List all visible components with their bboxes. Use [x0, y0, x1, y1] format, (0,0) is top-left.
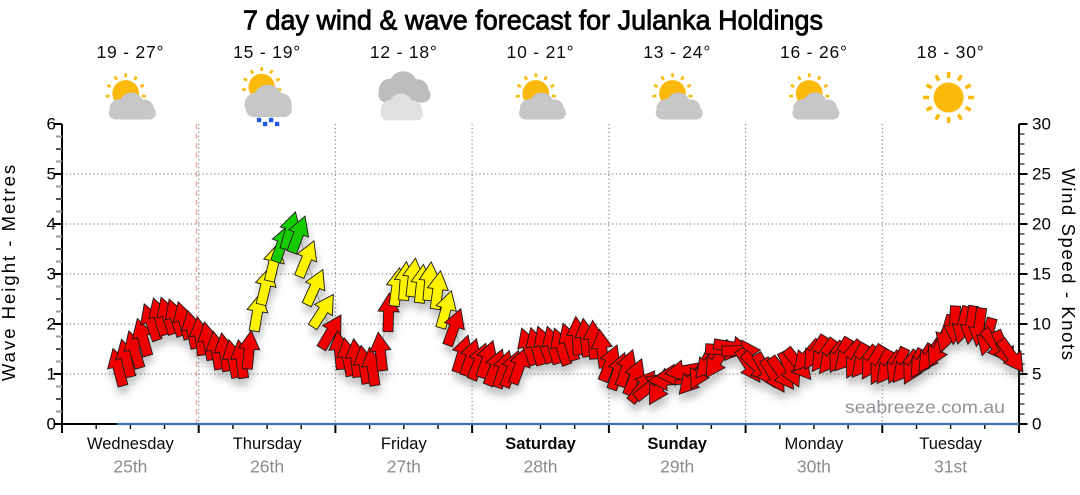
svg-text:18 - 30°: 18 - 30°: [917, 42, 985, 62]
svg-text:Monday: Monday: [785, 435, 844, 453]
svg-text:25th: 25th: [113, 457, 147, 477]
svg-text:Friday: Friday: [381, 435, 428, 453]
svg-text:10: 10: [1032, 315, 1051, 334]
svg-text:6: 6: [47, 115, 56, 134]
svg-text:29th: 29th: [660, 457, 694, 477]
svg-text:0: 0: [47, 415, 56, 434]
svg-text:Saturday: Saturday: [505, 435, 576, 453]
svg-text:seabreeze.com.au: seabreeze.com.au: [845, 397, 1005, 417]
svg-text:25: 25: [1032, 165, 1051, 184]
svg-text:28th: 28th: [523, 457, 557, 477]
svg-text:1: 1: [47, 365, 56, 384]
svg-text:27th: 27th: [387, 457, 421, 477]
svg-text:Wind Speed - Knots: Wind Speed - Knots: [1058, 168, 1079, 361]
svg-text:31st: 31st: [934, 457, 967, 477]
svg-text:16 - 26°: 16 - 26°: [780, 42, 848, 62]
svg-text:5: 5: [47, 165, 56, 184]
svg-text:30: 30: [1032, 115, 1051, 134]
svg-text:Wednesday: Wednesday: [87, 435, 175, 453]
svg-text:Thursday: Thursday: [233, 435, 303, 453]
svg-text:0: 0: [1032, 415, 1041, 434]
svg-text:4: 4: [47, 215, 56, 234]
svg-text:26th: 26th: [250, 457, 284, 477]
svg-text:Tuesday: Tuesday: [919, 435, 982, 453]
svg-text:13 - 24°: 13 - 24°: [643, 42, 711, 62]
svg-text:12 - 18°: 12 - 18°: [370, 42, 438, 62]
svg-text:15: 15: [1032, 265, 1051, 284]
svg-text:19 - 27°: 19 - 27°: [96, 42, 164, 62]
svg-text:5: 5: [1032, 365, 1041, 384]
svg-text:Wave Height - Metres: Wave Height - Metres: [0, 163, 19, 381]
svg-text:20: 20: [1032, 215, 1051, 234]
svg-text:10 - 21°: 10 - 21°: [507, 42, 575, 62]
svg-text:30th: 30th: [797, 457, 831, 477]
svg-text:7 day wind & wave forecast for: 7 day wind & wave forecast for Julanka H…: [243, 5, 823, 36]
svg-text:15 - 19°: 15 - 19°: [233, 42, 301, 62]
svg-text:2: 2: [47, 315, 56, 334]
svg-text:Sunday: Sunday: [647, 435, 707, 453]
svg-text:3: 3: [47, 265, 56, 284]
